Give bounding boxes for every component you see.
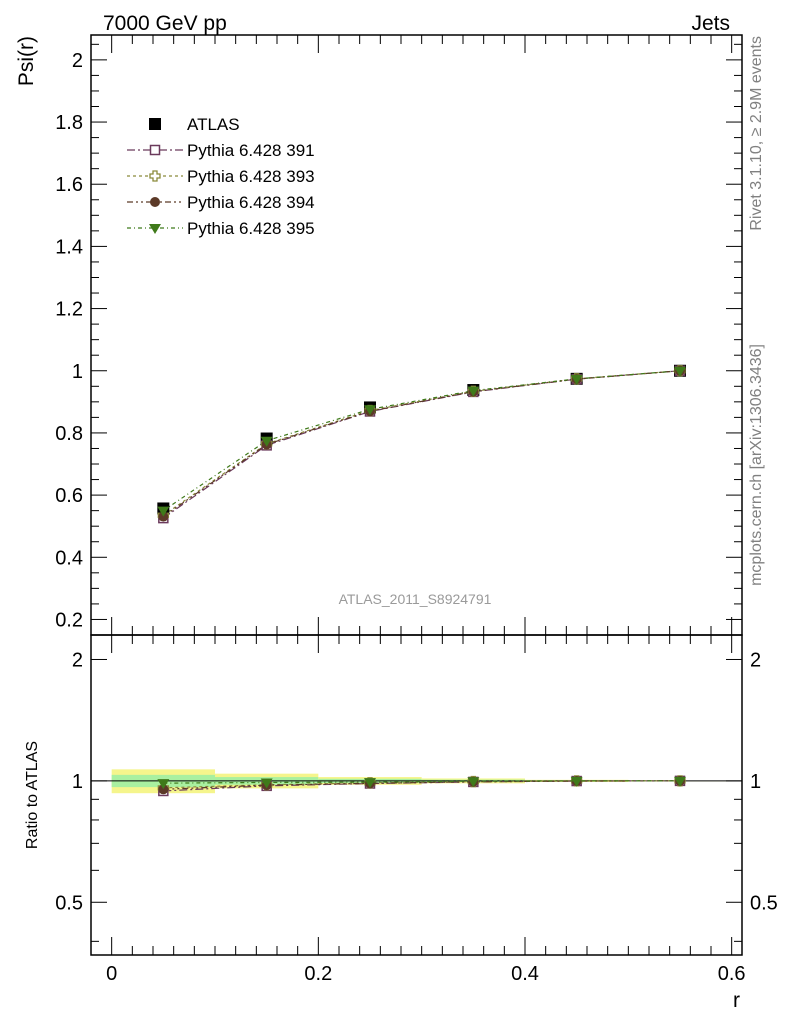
ratio-xlabel: r [733, 989, 740, 1012]
ratio-point [570, 776, 583, 787]
x-tick-label: 0 [106, 963, 117, 985]
y-tick-label: 0.2 [55, 609, 83, 631]
legend-marker [149, 144, 161, 156]
ratio-point [364, 778, 376, 789]
header-left: 7000 GeV pp [103, 12, 227, 35]
y-tick-label: 1.6 [55, 174, 83, 196]
series-line [162, 370, 681, 518]
main-ylabel: Psi(r) [15, 36, 38, 86]
y-tick-label: 1.2 [55, 299, 83, 321]
analysis-watermark: ATLAS_2011_S8924791 [339, 591, 492, 607]
header-right: Jets [691, 12, 730, 35]
main-frame [90, 34, 743, 636]
ratio-series-line [163, 780, 680, 784]
ratio-point [158, 784, 169, 795]
mc-point [260, 436, 273, 447]
y-tick-label: 0.8 [55, 423, 83, 445]
legend-label: Pythia 6.428 391 [187, 141, 315, 160]
ratio-point [467, 777, 480, 788]
ratio-y-tick-label: 1 [72, 771, 83, 793]
mc-point [157, 506, 170, 517]
y-tick-label: 1 [72, 361, 83, 383]
legend-label: Pythia 6.428 395 [187, 219, 315, 238]
series-line [162, 370, 681, 516]
ratio-y-tick-label: 0.5 [55, 892, 83, 914]
ratio-point [157, 779, 170, 790]
x-tick-label: 0.2 [304, 963, 332, 985]
ratio-ylabel: Ratio to ATLAS [24, 741, 41, 849]
y-tick-label: 1.4 [55, 236, 83, 258]
y-tick-label: 0.6 [55, 485, 83, 507]
x-tick-label: 0.6 [718, 963, 746, 985]
legend-marker [150, 197, 160, 207]
y-tick-label: 0.4 [55, 547, 83, 569]
legend-marker [149, 170, 161, 182]
ratio-point [674, 776, 686, 787]
mcplots-label: mcplots.cern.ch [arXiv:1306.3436] [748, 344, 765, 586]
ratio-y-tick-label-right: 0.5 [750, 892, 778, 914]
ratio-y-tick-label-right: 1 [750, 771, 761, 793]
y-tick-label: 2 [72, 50, 83, 72]
series-line [162, 370, 681, 512]
x-tick-label: 0.4 [511, 963, 539, 985]
mc-point [674, 366, 686, 377]
ratio-series-line [163, 780, 681, 790]
legend: ATLAS Pythia 6.428 391 Pythia 6.428 393 Pyt… [127, 115, 315, 238]
legend-marker [149, 224, 161, 234]
legend-label: Pythia 6.428 394 [187, 193, 315, 212]
ratio-y-tick-label: 2 [72, 649, 83, 671]
ratio-frame [90, 634, 743, 956]
legend-label: Pythia 6.428 393 [187, 167, 315, 186]
y-tick-label: 1.8 [55, 112, 83, 134]
legend-marker [149, 118, 161, 130]
legend-label: ATLAS [187, 115, 240, 134]
ratio-point [260, 778, 273, 789]
mc-point [467, 386, 480, 397]
series-line [162, 370, 681, 519]
rivet-label: Rivet 3.1.10, ≥ 2.9M events [748, 36, 765, 231]
ratio-y-tick-label-right: 2 [750, 649, 761, 671]
mc-point [570, 374, 583, 385]
mc-point [364, 405, 376, 416]
main-panel: 0.2 0.4 0.6 0.8 1 1.2 1.4 1.6 1.8 2 [55, 34, 743, 636]
